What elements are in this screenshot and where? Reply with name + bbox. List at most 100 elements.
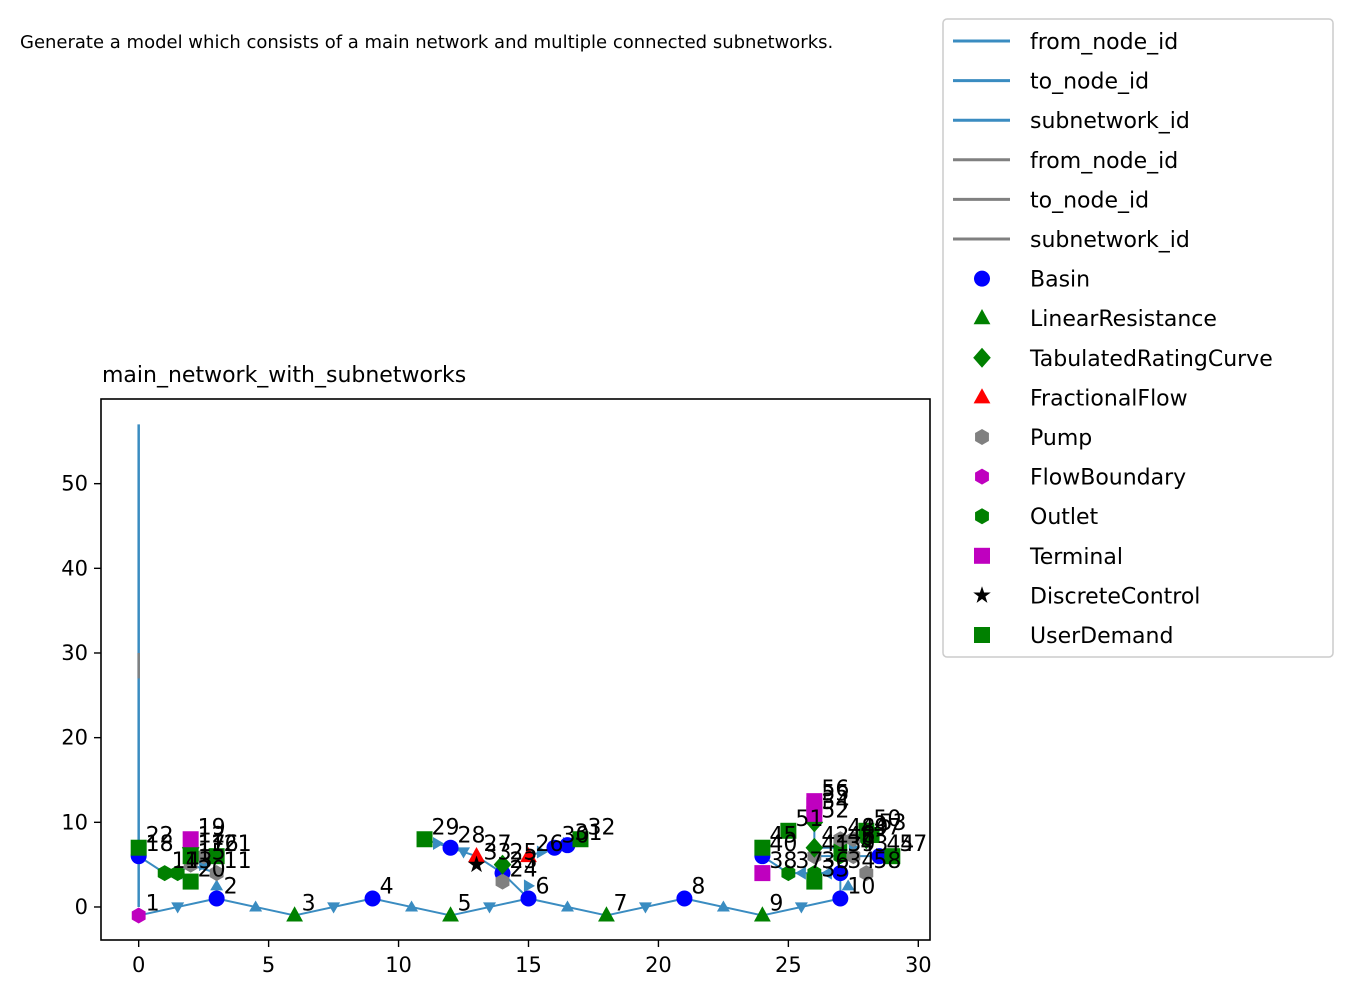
node-51-marker	[780, 822, 797, 839]
node-label-37: 37	[795, 849, 823, 874]
node-label-50: 50	[873, 807, 901, 832]
y-tick-label: 0	[75, 895, 88, 919]
node-28-marker	[442, 839, 459, 856]
node-3-marker	[286, 906, 304, 922]
flow-arrow-left	[794, 866, 806, 880]
node-label-4: 4	[380, 875, 394, 900]
node-56-marker	[806, 793, 823, 810]
flow-arrow-up	[210, 879, 224, 891]
node-label-19: 19	[198, 815, 226, 840]
node-29-marker	[416, 831, 433, 848]
node-label-51: 51	[795, 807, 823, 832]
node-5-marker	[442, 906, 459, 922]
legend-label: LinearResistance	[1030, 307, 1217, 332]
node-2-marker	[208, 890, 225, 907]
flow-arrow-right	[523, 879, 535, 893]
legend-label: FractionalFlow	[1030, 386, 1188, 411]
node-37-marker	[781, 865, 796, 882]
legend-box	[942, 18, 1334, 658]
node-17-marker	[182, 848, 199, 865]
legend-marker-Outlet	[975, 508, 989, 525]
node-label-57: 57	[899, 832, 927, 857]
node-label-41: 41	[821, 832, 849, 857]
node-24-marker	[495, 873, 510, 890]
legend-marker-Pump	[975, 429, 989, 445]
legend-label: Basin	[1030, 268, 1090, 293]
node-42-marker	[805, 837, 824, 858]
flow-arrow-left	[820, 866, 832, 880]
y-tick-label: 30	[61, 641, 88, 665]
legend-marker-TabulatedRatingCurve	[973, 347, 991, 368]
flow-arrow-down	[794, 902, 808, 914]
node-label-21: 21	[224, 832, 252, 857]
node-9-marker	[753, 906, 771, 922]
node-label-24: 24	[510, 858, 538, 883]
x-tick-label: 5	[262, 953, 275, 977]
node-label-43: 43	[860, 832, 888, 857]
flow-arrow-down	[171, 902, 185, 914]
y-tick-label: 10	[61, 810, 88, 834]
y-tick-label: 20	[61, 726, 88, 750]
node-14-marker	[157, 865, 172, 882]
node-label-27: 27	[484, 832, 512, 857]
node-label-58: 58	[873, 849, 901, 874]
node-label-9: 9	[769, 891, 783, 916]
node-label-36: 36	[821, 849, 849, 874]
node-57-marker	[884, 848, 901, 865]
node-27-marker	[468, 846, 485, 863]
flow-arrow-up	[249, 900, 263, 912]
legend-label: Terminal	[1029, 545, 1123, 570]
flow-arrow-down	[327, 902, 341, 914]
node-label-17: 17	[198, 832, 226, 857]
node-label-22: 22	[146, 824, 174, 849]
node-label-49: 49	[860, 815, 888, 840]
flow-arrow-up	[560, 900, 574, 912]
node-26-marker	[520, 846, 537, 863]
flow-arrow-right	[536, 845, 548, 859]
legend-label: UserDemand	[1030, 624, 1173, 649]
node-label-34: 34	[847, 849, 875, 874]
node-6-marker	[520, 890, 537, 907]
node-48-marker	[833, 831, 848, 848]
legend-marker-DiscreteControl	[973, 586, 991, 603]
node-label-52: 52	[821, 798, 849, 823]
legend-label: DiscreteControl	[1030, 584, 1200, 609]
node-label-44: 44	[886, 832, 914, 857]
node-30-marker	[546, 839, 563, 856]
node-58-marker	[859, 865, 874, 882]
node-label-15: 15	[198, 841, 226, 866]
flow-arrow-right	[432, 836, 445, 850]
node-label-38: 38	[769, 849, 797, 874]
node-label-54: 54	[821, 790, 849, 815]
node-label-11: 11	[224, 849, 252, 874]
node-7-marker	[598, 906, 615, 922]
node-label-20: 20	[198, 858, 226, 883]
chart-title: main_network_with_subnetworks	[102, 363, 466, 388]
y-tick-label: 50	[61, 472, 88, 496]
node-34-marker	[832, 865, 849, 882]
node-label-39: 39	[847, 832, 875, 857]
legend-label: TabulatedRatingCurve	[1029, 347, 1273, 372]
node-4-marker	[364, 890, 381, 907]
x-tick-label: 10	[385, 953, 412, 977]
legend-label: to_node_id	[1030, 188, 1149, 213]
figure-suptitle: Generate a model which consists of a mai…	[20, 32, 834, 53]
node-label-7: 7	[613, 891, 627, 916]
node-label-10: 10	[847, 875, 875, 900]
legend-label: subnetwork_id	[1030, 228, 1190, 253]
node-label-53: 53	[879, 811, 907, 836]
node-44-marker	[871, 848, 888, 865]
legend-marker-UserDemand	[974, 627, 990, 643]
node-25-marker	[493, 854, 512, 875]
node-label-26: 26	[535, 832, 563, 857]
node-13-marker	[170, 865, 185, 882]
x-tick-label: 15	[515, 953, 542, 977]
node-label-46: 46	[847, 824, 875, 849]
node-label-35: 35	[821, 858, 849, 883]
node-label-29: 29	[432, 815, 460, 840]
node-53-marker	[863, 827, 880, 844]
node-38-marker	[754, 865, 771, 882]
legend-marker-Terminal	[974, 547, 990, 564]
node-label-18: 18	[146, 832, 174, 857]
